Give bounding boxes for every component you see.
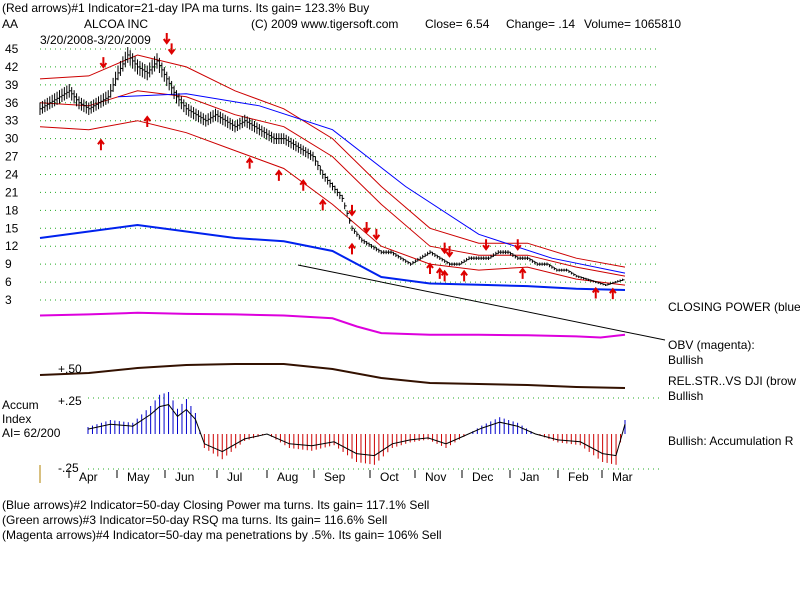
obv-status: Bullish — [668, 353, 704, 367]
long-ma-line — [117, 93, 626, 274]
accum-title: Accum — [2, 398, 39, 412]
sell-arrow — [440, 242, 449, 255]
sell-arrow — [372, 228, 381, 241]
buy-arrow — [275, 169, 283, 181]
x-tick-label: Nov — [425, 470, 446, 484]
y-tick-label: 36 — [5, 96, 19, 110]
y-tick-label: 24 — [5, 168, 19, 182]
relstr-label: REL.STR..VS DJI (brow — [668, 374, 797, 388]
sell-arrow — [99, 57, 108, 69]
y-tick-label: 33 — [5, 114, 19, 128]
header-indicator-line: (Red arrows)#1 Indicator=21-day IPA ma t… — [2, 1, 370, 15]
x-tick-label: Jan — [520, 470, 539, 484]
x-tick-label: Sep — [324, 470, 346, 484]
relstr-status: Bullish — [668, 389, 704, 403]
accum-ma-line — [87, 404, 626, 457]
x-tick-label: Dec — [472, 470, 493, 484]
sell-arrow — [445, 246, 454, 258]
obv-line — [39, 311, 626, 339]
x-tick-label: May — [127, 470, 150, 484]
footer-blue-arrows: (Blue arrows)#2 Indicator=50-day Closing… — [2, 498, 430, 512]
change-value: Change= .14 — [506, 17, 576, 31]
x-tick-label: Jul — [227, 470, 242, 484]
sell-arrow — [348, 204, 356, 217]
y-axis-ticks: 45 42 39 36 33 30 27 24 21 18 15 12 9 6 3 — [5, 42, 19, 307]
y-tick-label: 42 — [5, 60, 19, 74]
sell-arrow — [513, 239, 522, 251]
copyright-text: (C) 2009 www.tigersoft.com — [251, 17, 399, 31]
buy-arrow — [299, 179, 308, 191]
x-tick-label: Aug — [277, 470, 298, 484]
sell-arrow — [162, 33, 171, 45]
ai-value: AI= 62/200 — [2, 426, 61, 440]
y-tick-label: 21 — [5, 185, 19, 199]
obv-label: OBV (magenta): — [668, 338, 755, 352]
y-tick-label: 18 — [5, 203, 19, 217]
buy-arrow — [143, 115, 152, 128]
series-layer — [39, 47, 626, 465]
closing-power-label: CLOSING POWER (blue — [668, 300, 800, 314]
y-tick-label: 9 — [5, 257, 12, 271]
accum-status: Bullish: Accumulation R — [668, 434, 794, 448]
y-tick-label: 15 — [5, 221, 19, 235]
sell-arrow — [482, 239, 490, 251]
y-tick-label: 6 — [5, 275, 12, 289]
buy-arrow — [426, 262, 434, 275]
y-tick-label: 3 — [5, 293, 12, 307]
company-name: ALCOA INC — [84, 17, 149, 31]
arrow-layer — [97, 33, 617, 300]
trendline — [297, 264, 666, 341]
buy-arrow — [518, 267, 527, 279]
closing-power-line — [39, 223, 626, 291]
date-range: 3/20/2008-3/20/2009 — [40, 33, 151, 47]
buy-arrow — [97, 138, 105, 151]
x-tick-label: Apr — [79, 470, 98, 484]
buy-arrow — [591, 286, 600, 299]
footer-magenta-arrows: (Magenta arrows)#4 Indicator=50-day ma p… — [2, 528, 442, 542]
y-tick-label: 27 — [5, 150, 19, 164]
rel-str-line — [39, 363, 626, 389]
y-tick-label: 30 — [5, 132, 19, 146]
buy-arrow — [318, 198, 327, 211]
y-tick-label: 39 — [5, 78, 19, 92]
volume-value: Volume= 1065810 — [584, 17, 682, 31]
buy-arrow — [460, 269, 468, 282]
x-axis-ticks: Apr May Jun Jul Aug Sep Oct Nov Dec Jan Feb Mar — [39, 465, 633, 484]
center-ma-line — [39, 90, 626, 277]
upper-band-line — [39, 54, 626, 268]
sell-arrow — [362, 222, 371, 234]
x-tick-label: Feb — [568, 470, 589, 484]
buy-arrow — [348, 242, 356, 255]
accum-tick-bottom: -.25 — [58, 461, 79, 475]
x-tick-label: Oct — [380, 470, 399, 484]
buy-arrow — [435, 267, 444, 279]
buy-arrow — [245, 156, 254, 169]
buy-arrow — [609, 287, 617, 300]
y-tick-label: 45 — [5, 42, 19, 56]
buy-arrow — [440, 269, 449, 282]
footer-green-arrows: (Green arrows)#3 Indicator=50-day RSQ ma… — [2, 513, 388, 527]
accum-tick-top: +.25 — [58, 394, 82, 408]
sell-arrow — [167, 43, 176, 55]
x-tick-label: Jun — [175, 470, 194, 484]
relstr-tick: +.50 — [58, 362, 82, 376]
close-value: Close= 6.54 — [425, 17, 490, 31]
index-title: Index — [2, 412, 32, 426]
ticker-symbol: AA — [2, 17, 19, 31]
y-tick-label: 12 — [5, 239, 19, 253]
lower-band-line — [39, 120, 626, 286]
grid-layer — [40, 48, 660, 470]
x-tick-label: Mar — [612, 470, 633, 484]
